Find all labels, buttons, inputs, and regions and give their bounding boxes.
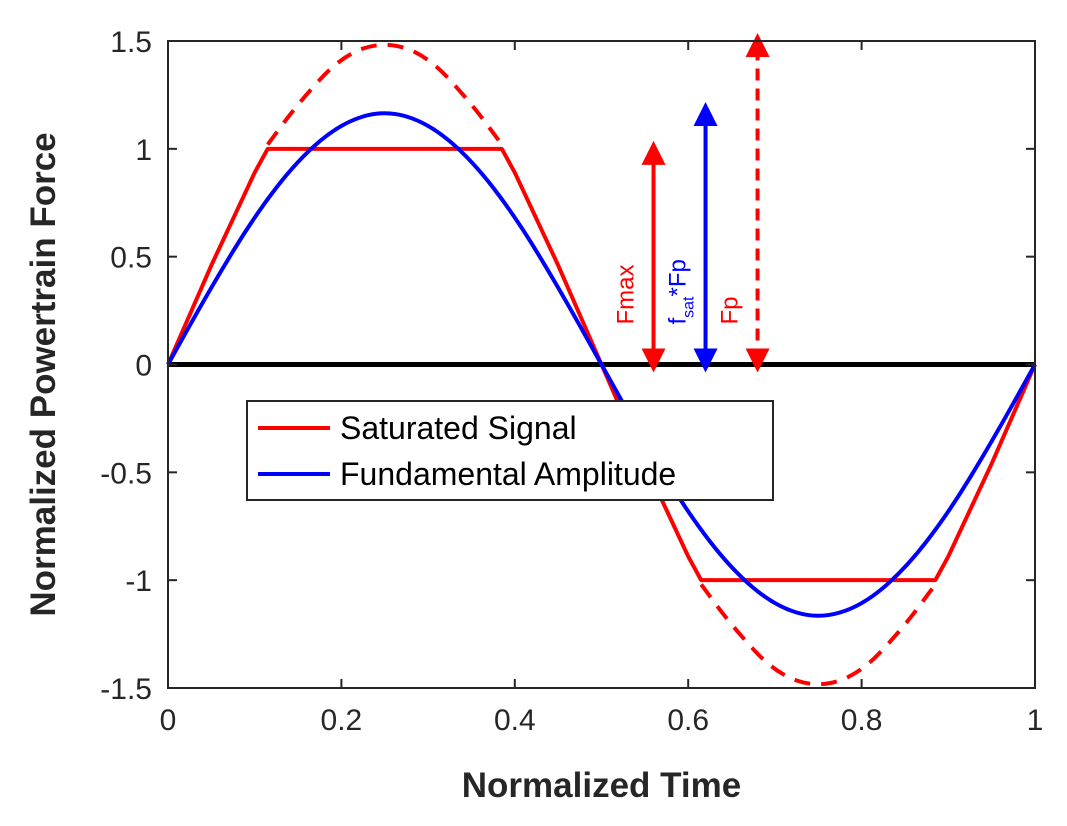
tick-layer: 0 0.2 0.4 0.6 0.8 1 -1.5 -1 -0.5 0 0.5 1 1.5 — [100, 26, 1043, 737]
y-tick-label: 0 — [135, 350, 152, 383]
series-layer — [166, 42, 1037, 687]
y-tick-label: 1.5 — [110, 26, 152, 59]
legend: Saturated Signal Fundamental Amplitude — [246, 400, 774, 501]
y-tick-label: 0.5 — [110, 242, 152, 275]
envelope-line-2 — [266, 42, 504, 146]
x-tick-label: 1 — [1027, 704, 1044, 737]
y-tick-label: -1.5 — [100, 673, 152, 706]
x-tick-label: 0.2 — [321, 704, 363, 737]
annotation-label-0: Fmax — [613, 265, 640, 325]
y-tick-label: -1 — [125, 565, 152, 598]
legend-box — [246, 400, 774, 501]
x-tick-label: 0.8 — [841, 704, 883, 737]
y-tick-label: 1 — [135, 134, 152, 167]
envelope-line-3 — [699, 583, 937, 687]
annotation-layer: Fmax fsat*Fp Fp — [613, 33, 770, 373]
legend-label: Fundamental Amplitude — [340, 456, 676, 492]
x-tick-label: 0.6 — [667, 704, 709, 737]
y-tick-label: -0.5 — [100, 457, 152, 490]
annotation-label-1: fsat*Fp — [665, 259, 698, 324]
x-axis-title: Normalized Time — [462, 766, 741, 805]
x-tick-label: 0 — [160, 704, 177, 737]
fundamental-amplitude-line — [166, 111, 1037, 618]
legend-label: Saturated Signal — [340, 410, 577, 446]
x-tick-label: 0.4 — [494, 704, 536, 737]
y-axis-title: Normalized Powertrain Force — [24, 132, 63, 616]
annotation-label-2: Fp — [717, 296, 744, 324]
